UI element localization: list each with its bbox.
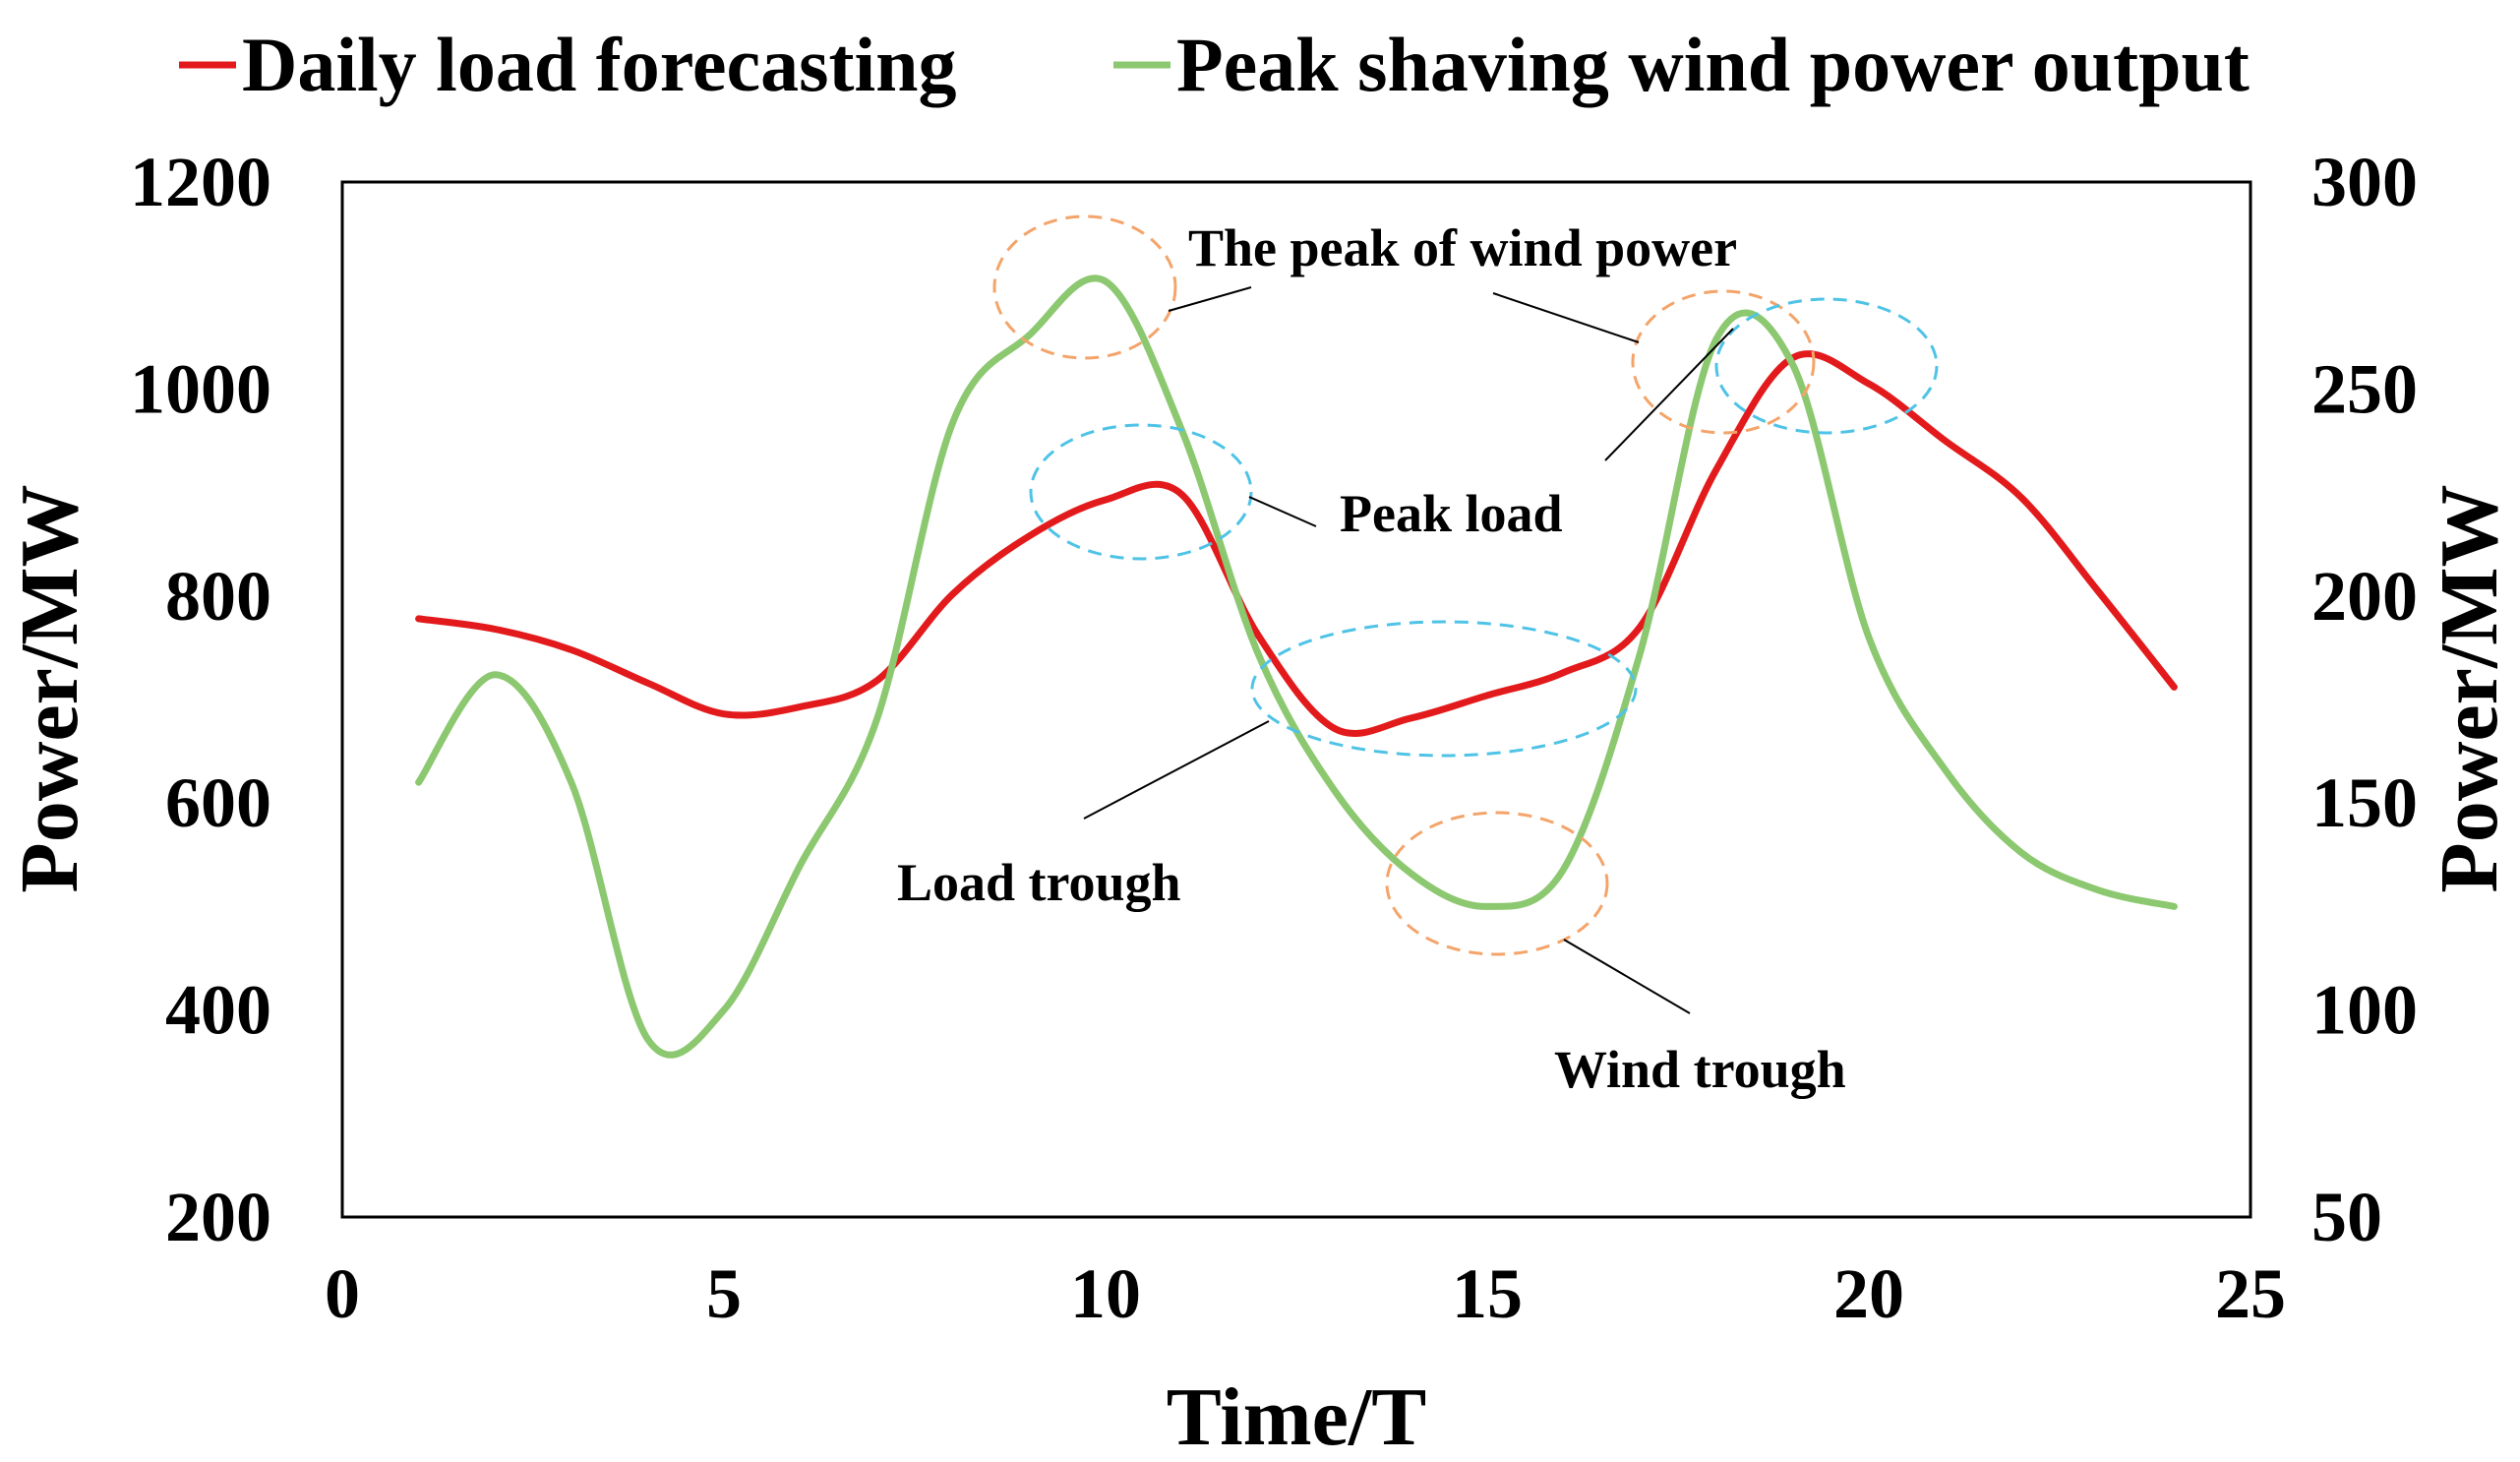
peak-load-ellipse-1 [1029,423,1253,561]
x-axis-title: Time/T [1167,1371,1426,1462]
series-line-load [415,350,2178,737]
plot-area-frame [340,180,2252,1219]
leader-wind-peak-2 [1492,292,1640,343]
y2-tick-label: 200 [2311,557,2418,636]
annotation-wind-trough: Wind trough [1554,1040,1846,1099]
legend: Daily load forecasting Peak shaving wind… [179,22,2250,107]
y-axis-right-ticks: 50 100 150 200 250 300 [2311,143,2418,1256]
x-tick-label: 0 [325,1254,360,1333]
y-tick-label: 400 [165,971,271,1050]
leader-wind-peak-1 [1168,286,1252,312]
y-axis-right-title: Power/MW [2424,484,2515,892]
load-trough-ellipse [1250,620,1638,758]
y2-tick-label: 100 [2311,971,2418,1050]
y-axis-left-title: Power/MW [4,484,95,892]
y-tick-label: 1200 [130,143,271,221]
y-tick-label: 1000 [130,349,271,428]
legend-label-wind: Peak shaving wind power output [1176,22,2250,107]
leader-peak-load-1 [1248,496,1317,527]
y2-tick-label: 50 [2311,1178,2382,1256]
leader-wind-trough [1563,939,1691,1014]
annotation-load-trough: Load trough [897,853,1181,912]
y2-tick-label: 250 [2311,349,2418,428]
y-axis-left-ticks: 200 400 600 800 1000 1200 [130,143,271,1256]
wind-peak-ellipse-2 [1631,289,1816,435]
y-tick-label: 800 [165,557,271,636]
leader-load-trough [1083,720,1270,820]
y-tick-label: 200 [165,1178,271,1256]
annotation-wind-peak: The peak of wind power [1188,218,1737,277]
leader-peak-load-2 [1604,328,1734,461]
wind-peak-ellipse-1 [992,214,1177,360]
highlight-ellipses [992,214,1939,956]
y2-tick-label: 150 [2311,763,2418,842]
annotation-leaders [1083,286,1734,1014]
y2-tick-label: 300 [2311,143,2418,221]
x-tick-label: 20 [1833,1254,1904,1333]
series-line-wind [415,274,2178,1059]
x-axis-ticks: 0 5 10 15 20 25 [325,1254,2286,1333]
wind-trough-ellipse [1385,811,1609,956]
annotation-peak-load: Peak load [1340,484,1563,543]
x-tick-label: 10 [1070,1254,1141,1333]
x-tick-label: 5 [706,1254,742,1333]
legend-label-load: Daily load forecasting [242,22,957,107]
x-tick-label: 15 [1452,1254,1523,1333]
peak-load-ellipse-2 [1714,297,1939,435]
x-tick-label: 25 [2215,1254,2286,1333]
y-tick-label: 600 [165,763,271,842]
